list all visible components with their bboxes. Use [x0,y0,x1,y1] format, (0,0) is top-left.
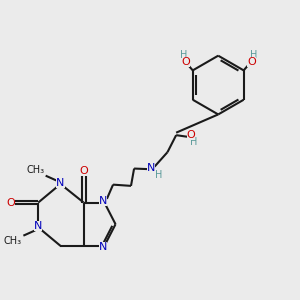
Text: H: H [190,137,197,147]
Text: N: N [147,163,155,173]
Text: H: H [155,170,163,180]
Text: N: N [99,242,107,252]
Text: H: H [180,50,188,60]
Text: N: N [56,178,65,188]
Text: O: O [182,57,190,67]
Text: O: O [247,57,256,67]
Text: CH₃: CH₃ [26,165,44,175]
Text: N: N [34,221,42,231]
Text: N: N [99,196,107,206]
Text: H: H [250,50,257,60]
Text: O: O [6,198,15,208]
Text: O: O [79,166,88,176]
Text: CH₃: CH₃ [4,236,22,246]
Text: O: O [187,130,195,140]
